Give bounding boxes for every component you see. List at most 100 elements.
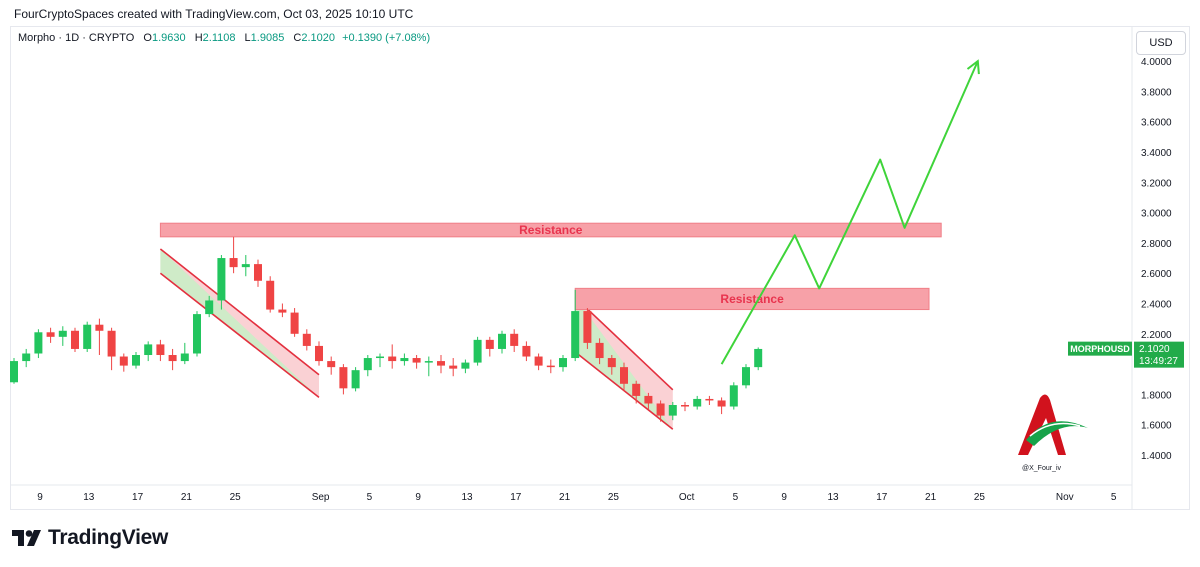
- x-tick-label: Oct: [679, 492, 695, 503]
- channel-fill-1: [160, 249, 319, 398]
- candle-body[interactable]: [119, 356, 128, 366]
- logo-swoosh-highlight: [1029, 422, 1081, 437]
- candle-body[interactable]: [559, 358, 567, 368]
- candle-body[interactable]: [83, 324, 92, 349]
- candle-body[interactable]: [315, 345, 323, 362]
- candle-body[interactable]: [46, 332, 55, 337]
- candle-body[interactable]: [144, 344, 153, 356]
- channel-upper-line-1[interactable]: [574, 296, 674, 391]
- candle-body[interactable]: [302, 333, 311, 346]
- candle-body[interactable]: [449, 365, 458, 369]
- chart-frame: [10, 26, 1190, 510]
- x-tick-label: 17: [132, 492, 144, 503]
- y-tick-label: 1.8000: [1141, 390, 1172, 401]
- candle-body[interactable]: [71, 330, 79, 349]
- close-value: 2.1020: [301, 32, 335, 44]
- logo-swoosh: [1026, 421, 1088, 446]
- candle-body[interactable]: [498, 333, 506, 349]
- candle-body[interactable]: [473, 339, 482, 363]
- candle-body[interactable]: [132, 355, 140, 366]
- tradingview-logo[interactable]: TradingView: [12, 526, 168, 550]
- y-tick-label: 2.4000: [1141, 300, 1172, 311]
- candle-body[interactable]: [717, 400, 726, 407]
- candle-body[interactable]: [241, 264, 250, 268]
- candle-body[interactable]: [266, 280, 275, 310]
- candle-body[interactable]: [607, 358, 616, 368]
- channel-fill-3: [575, 297, 673, 430]
- x-tick-label: 9: [415, 492, 421, 503]
- candle-body[interactable]: [95, 324, 104, 331]
- x-tick-label: Nov: [1056, 492, 1074, 503]
- candle-body[interactable]: [193, 314, 201, 354]
- candle-body[interactable]: [254, 264, 262, 281]
- candle-body[interactable]: [376, 356, 384, 359]
- candle-countdown: 13:49:27: [1139, 356, 1178, 367]
- candle-body[interactable]: [571, 311, 580, 359]
- candle-body[interactable]: [668, 405, 677, 416]
- candle-body[interactable]: [156, 344, 165, 356]
- candle-body[interactable]: [705, 398, 714, 401]
- x-tick-label: 21: [181, 492, 193, 503]
- chart-attribution: FourCryptoSpaces created with TradingVie…: [14, 7, 414, 21]
- candle-body[interactable]: [754, 348, 763, 368]
- resistance-zone-0[interactable]: [159, 222, 942, 238]
- candle-body[interactable]: [400, 358, 409, 362]
- last-price-tag[interactable]: [1134, 341, 1184, 368]
- candle-body[interactable]: [58, 330, 67, 337]
- high-value: 2.1108: [202, 32, 236, 44]
- candle-body[interactable]: [522, 345, 531, 357]
- candle-body[interactable]: [656, 403, 665, 416]
- candle-body[interactable]: [351, 370, 360, 389]
- candle-body[interactable]: [632, 383, 641, 396]
- candle-body[interactable]: [424, 361, 433, 363]
- candle-body[interactable]: [34, 332, 43, 354]
- candle-body[interactable]: [510, 333, 519, 346]
- channel-upper-line-0[interactable]: [159, 248, 320, 376]
- high-label: H: [194, 32, 203, 44]
- candle-body[interactable]: [620, 367, 628, 384]
- candle-body[interactable]: [168, 355, 177, 362]
- symbol-label[interactable]: Morpho · 1D · CRYPTO: [18, 32, 135, 44]
- candle-body[interactable]: [595, 342, 604, 359]
- candle-body[interactable]: [437, 361, 445, 366]
- candle-body[interactable]: [339, 367, 348, 389]
- candle-body[interactable]: [534, 356, 543, 366]
- currency-button[interactable]: USD: [1136, 31, 1186, 55]
- candle-body[interactable]: [644, 395, 653, 404]
- candle-body[interactable]: [229, 258, 238, 268]
- candle-body[interactable]: [10, 361, 18, 383]
- candle-body[interactable]: [546, 365, 555, 368]
- candle-body[interactable]: [485, 339, 494, 349]
- candle-body[interactable]: [22, 353, 31, 362]
- projection-path[interactable]: [720, 60, 979, 365]
- candle-body[interactable]: [583, 311, 592, 343]
- change-value: +0.1390 (+7.08%): [342, 32, 431, 44]
- candle-body[interactable]: [205, 300, 214, 315]
- candle-body[interactable]: [461, 362, 470, 369]
- x-tick-label: 9: [37, 492, 43, 503]
- y-tick-label: 3.2000: [1141, 178, 1172, 189]
- candle-body[interactable]: [290, 312, 299, 334]
- x-tick-label: 5: [367, 492, 373, 503]
- candle-body[interactable]: [217, 258, 226, 301]
- candle-body[interactable]: [412, 358, 421, 363]
- channel-lower-line-0[interactable]: [159, 272, 320, 399]
- x-tick-label: 25: [608, 492, 620, 503]
- ticker-tag[interactable]: [1068, 341, 1132, 356]
- candle-body[interactable]: [693, 398, 702, 407]
- candle-body[interactable]: [107, 330, 116, 357]
- x-tick-label: 25: [230, 492, 242, 503]
- candle-body[interactable]: [388, 356, 397, 362]
- close-label: C: [293, 32, 302, 44]
- candle-body[interactable]: [742, 367, 750, 386]
- candle-body[interactable]: [278, 309, 287, 313]
- candle-body[interactable]: [327, 361, 336, 368]
- candle-body[interactable]: [180, 353, 189, 362]
- resistance-label-0: Resistance: [519, 223, 583, 237]
- candle-body[interactable]: [681, 405, 689, 407]
- x-tick-label: 17: [510, 492, 522, 503]
- open-value: 1.9630: [151, 32, 186, 44]
- candle-body[interactable]: [729, 385, 738, 407]
- candle-body[interactable]: [363, 358, 372, 371]
